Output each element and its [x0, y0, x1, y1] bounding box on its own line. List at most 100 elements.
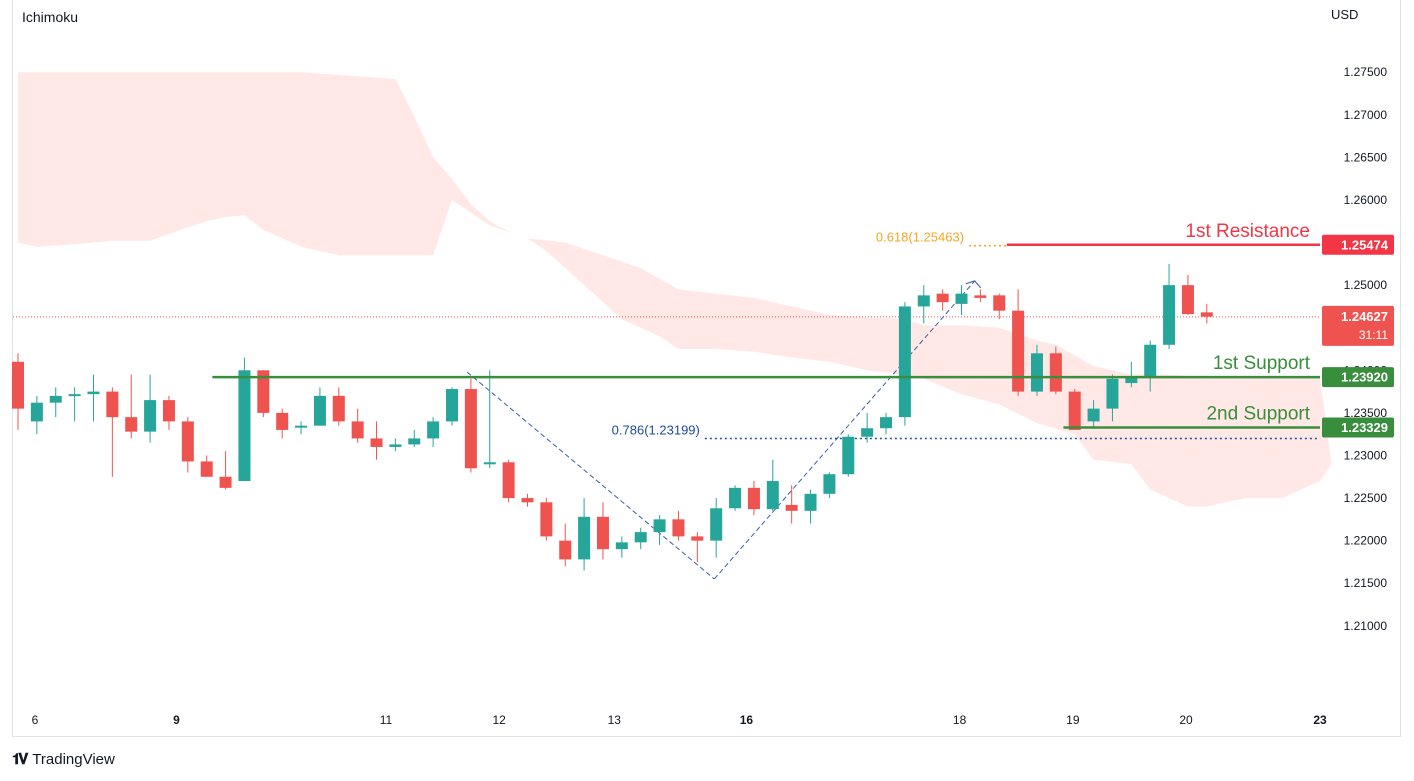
y-tick-label: 1.27500	[1344, 65, 1388, 79]
candle-body	[1087, 408, 1100, 422]
candle-body	[1181, 285, 1194, 315]
candle-body	[540, 502, 553, 537]
candle-body	[389, 444, 402, 447]
candle-body	[559, 540, 572, 560]
y-tick-label: 1.27000	[1344, 108, 1388, 122]
x-tick-label: 20	[1179, 713, 1193, 727]
x-tick-label: 19	[1066, 713, 1080, 727]
candle-body	[804, 493, 817, 511]
candle-body	[596, 516, 609, 550]
candle-body	[955, 293, 968, 304]
candle-body	[276, 412, 289, 430]
candle-body	[615, 542, 628, 550]
candle-body	[1125, 377, 1138, 384]
y-tick-label: 1.22000	[1344, 534, 1388, 548]
x-tick-label: 12	[493, 713, 507, 727]
ichimoku-cloud	[18, 72, 1332, 507]
candle-body	[464, 389, 477, 469]
y-tick-label: 1.26500	[1344, 150, 1388, 164]
x-tick-label: 23	[1313, 713, 1327, 727]
candle-body	[257, 370, 270, 413]
candle-body	[729, 487, 742, 509]
candle-body	[1106, 378, 1119, 409]
level-tag-2-label: 1.23329	[1341, 420, 1388, 435]
candle-body	[332, 395, 345, 422]
candle-body	[1012, 310, 1025, 392]
level-tag-1-bg	[1322, 367, 1394, 388]
level-tag-0-label: 1.25474	[1341, 237, 1389, 252]
candle-body	[653, 519, 666, 533]
candle-body	[672, 519, 685, 537]
candle-body	[1030, 353, 1043, 392]
current-price-tag-label: 1.24627	[1341, 309, 1388, 324]
y-tick-label: 1.23000	[1344, 448, 1388, 462]
brand-name: TradingView	[32, 751, 115, 768]
candle-body	[144, 400, 157, 432]
candle-body	[12, 361, 24, 409]
level-name-2: 2nd Support	[1206, 403, 1310, 424]
candle-body	[1068, 391, 1081, 430]
candle-body	[578, 516, 591, 560]
currency-label: USD	[1331, 7, 1359, 22]
x-tick-label: 11	[380, 713, 393, 727]
candle-body	[917, 295, 930, 307]
indicator-name-label[interactable]: Ichimoku	[22, 9, 79, 25]
x-tick-label: 9	[173, 713, 180, 727]
zigzag-leg	[466, 371, 715, 580]
candle-body	[30, 402, 43, 422]
candle-body	[634, 532, 647, 543]
candle-body	[747, 487, 760, 510]
candle-body	[710, 508, 723, 541]
level-tag-1-label: 1.23920	[1341, 370, 1388, 385]
candle-body	[238, 370, 251, 482]
candle-body	[785, 504, 798, 511]
zigzag-pattern-layer	[466, 280, 982, 580]
candle-body	[842, 436, 855, 475]
fib-levels-layer: 0.618(1.25463) 0.786(1.23199)	[612, 230, 1318, 440]
candle-body	[766, 481, 779, 510]
candle-body	[861, 428, 874, 437]
y-tick-label: 1.26000	[1344, 193, 1388, 207]
price-axis[interactable]: 1.275001.270001.265001.260001.255001.250…	[1344, 65, 1388, 633]
candle-body	[125, 417, 138, 432]
zigzag-leg	[713, 280, 976, 580]
ichimoku-cloud-layer	[18, 72, 1332, 507]
candle-body	[427, 421, 440, 439]
y-tick-label: 1.21000	[1344, 619, 1388, 633]
candles-layer[interactable]	[12, 263, 1213, 571]
y-tick-label: 1.21500	[1344, 576, 1388, 590]
candle-body	[1049, 353, 1062, 392]
candle-body	[313, 395, 326, 426]
candle-body	[181, 421, 194, 462]
candle-body	[49, 395, 62, 403]
candle-body	[68, 394, 81, 397]
level-tag-0-bg	[1322, 234, 1394, 255]
candle-body	[880, 417, 893, 429]
price-tags-layer: 1.25474 1.23920 1.23329 1.24627 31:11	[1322, 234, 1394, 438]
candle-body	[219, 476, 232, 488]
candle-body	[1200, 312, 1213, 317]
candle-body	[521, 498, 534, 503]
x-tick-label: 18	[953, 713, 967, 727]
time-axis[interactable]: 6 9 11 12 13 16 18 19 20 23	[32, 713, 1327, 727]
candle-body	[351, 421, 364, 439]
candle-body	[1163, 285, 1176, 345]
candle-body	[691, 536, 704, 541]
x-tick-label: 6	[32, 713, 39, 727]
level-name-1: 1st Support	[1213, 353, 1311, 374]
fib-786-label: 0.786(1.23199)	[612, 423, 700, 438]
levels-layer: 1st Resistance 1st Support 2nd Support	[212, 221, 1320, 429]
candle-body	[502, 462, 515, 499]
tradingview-branding[interactable]: 𝟏𝐕 TradingView	[12, 751, 115, 768]
candle-body	[446, 389, 459, 422]
x-tick-label: 13	[608, 713, 622, 727]
candle-body	[200, 461, 213, 477]
y-tick-label: 1.25000	[1344, 278, 1388, 292]
level-name-0: 1st Resistance	[1185, 221, 1310, 242]
candle-body	[87, 391, 100, 395]
bar-countdown-label: 31:11	[1359, 328, 1388, 342]
candle-body	[370, 438, 383, 447]
level-tag-2-bg	[1322, 417, 1394, 438]
candle-body	[823, 474, 836, 494]
